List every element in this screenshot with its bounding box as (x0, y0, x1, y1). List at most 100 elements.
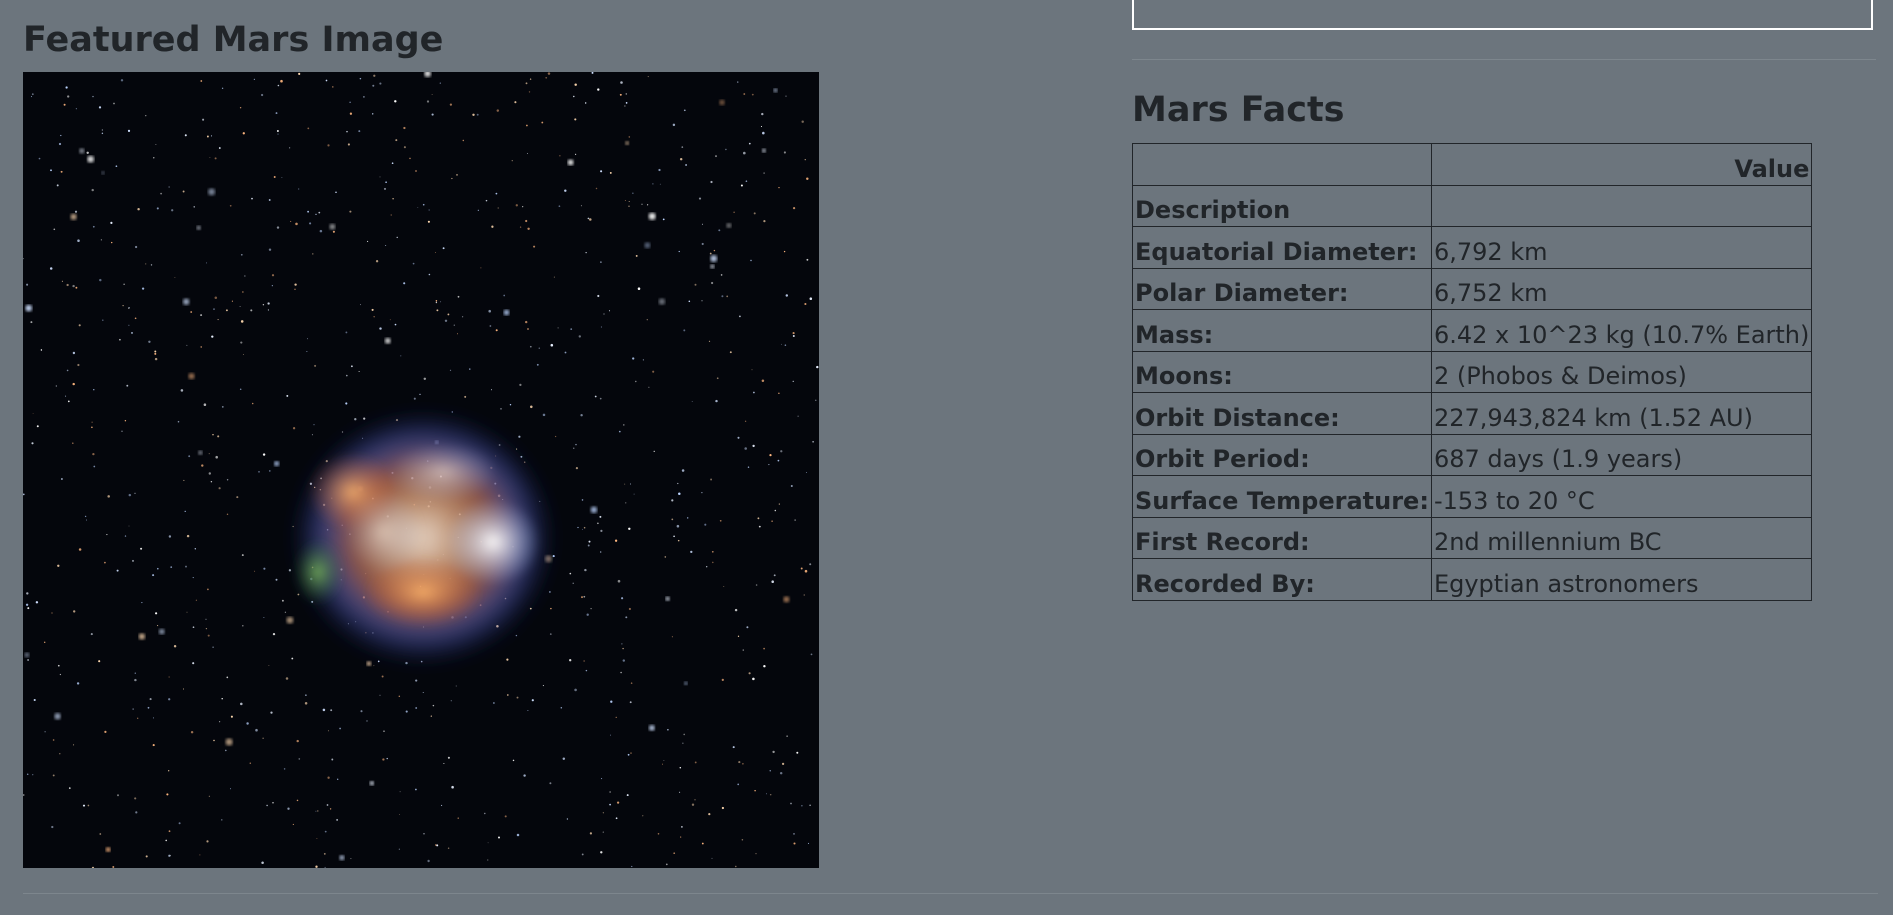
star (710, 281, 714, 285)
star (778, 186, 780, 189)
star (518, 435, 521, 438)
star (214, 296, 218, 300)
star (61, 280, 63, 282)
star (272, 802, 274, 804)
star (816, 365, 819, 369)
star (574, 83, 577, 86)
star (589, 832, 593, 835)
star (542, 413, 546, 417)
star (747, 466, 750, 468)
star (262, 453, 266, 456)
star (652, 183, 654, 185)
star (51, 612, 53, 614)
star (74, 210, 78, 213)
star (610, 700, 613, 703)
star (516, 448, 518, 450)
star (519, 383, 522, 387)
star (428, 273, 431, 276)
star (231, 300, 233, 302)
star (386, 757, 388, 760)
star (209, 157, 211, 159)
star (105, 847, 111, 852)
star (266, 804, 268, 807)
star (600, 326, 602, 328)
star (628, 527, 631, 531)
star (797, 415, 799, 417)
star (621, 597, 624, 600)
star (23, 258, 24, 260)
star (794, 519, 796, 521)
star (622, 659, 625, 662)
star (255, 728, 258, 732)
star (318, 211, 321, 214)
star (600, 529, 603, 533)
star (658, 168, 661, 172)
star (190, 311, 193, 313)
star (240, 341, 243, 344)
star (211, 335, 214, 338)
star (763, 664, 766, 668)
star (140, 547, 143, 550)
star (287, 807, 290, 810)
star (753, 391, 755, 394)
star (574, 153, 577, 156)
star (496, 109, 500, 112)
star (31, 93, 34, 96)
star (427, 859, 430, 863)
star (113, 102, 115, 105)
star (307, 210, 309, 213)
star (752, 677, 755, 681)
star (170, 566, 173, 568)
star (487, 842, 489, 844)
star (554, 435, 557, 438)
star (413, 397, 416, 400)
star (82, 804, 86, 807)
star (66, 369, 69, 372)
star (270, 711, 273, 714)
star (366, 661, 372, 666)
star (304, 702, 308, 705)
star (358, 130, 361, 133)
star (748, 142, 751, 145)
featured-image[interactable] (23, 72, 819, 868)
star (168, 186, 170, 188)
star (805, 472, 807, 473)
star (213, 308, 215, 310)
table-row: Recorded By: Egyptian astronomers (1132, 558, 1813, 601)
star (145, 263, 147, 265)
star (286, 616, 294, 624)
star (570, 328, 573, 330)
star (31, 96, 32, 98)
star (280, 79, 283, 83)
star (52, 774, 55, 777)
star (349, 101, 351, 104)
star (710, 180, 713, 184)
star (657, 833, 660, 835)
star (503, 309, 510, 316)
star (271, 285, 273, 287)
star (648, 212, 656, 220)
star (783, 151, 786, 154)
star (317, 810, 319, 812)
star (134, 492, 136, 494)
star (522, 206, 524, 208)
star (72, 284, 75, 288)
star (529, 345, 532, 348)
star (121, 430, 123, 432)
star (363, 417, 366, 420)
fact-value: Egyptian astronomers (1430, 558, 1813, 601)
star (511, 160, 513, 162)
star (33, 698, 36, 702)
star (128, 493, 132, 497)
star (379, 327, 382, 330)
star (26, 592, 29, 595)
star (221, 819, 223, 821)
star (298, 188, 300, 190)
star (107, 495, 110, 498)
star (761, 112, 764, 116)
star (203, 403, 207, 406)
star (206, 262, 208, 264)
star (597, 522, 599, 525)
star (141, 287, 145, 290)
star (771, 520, 773, 523)
